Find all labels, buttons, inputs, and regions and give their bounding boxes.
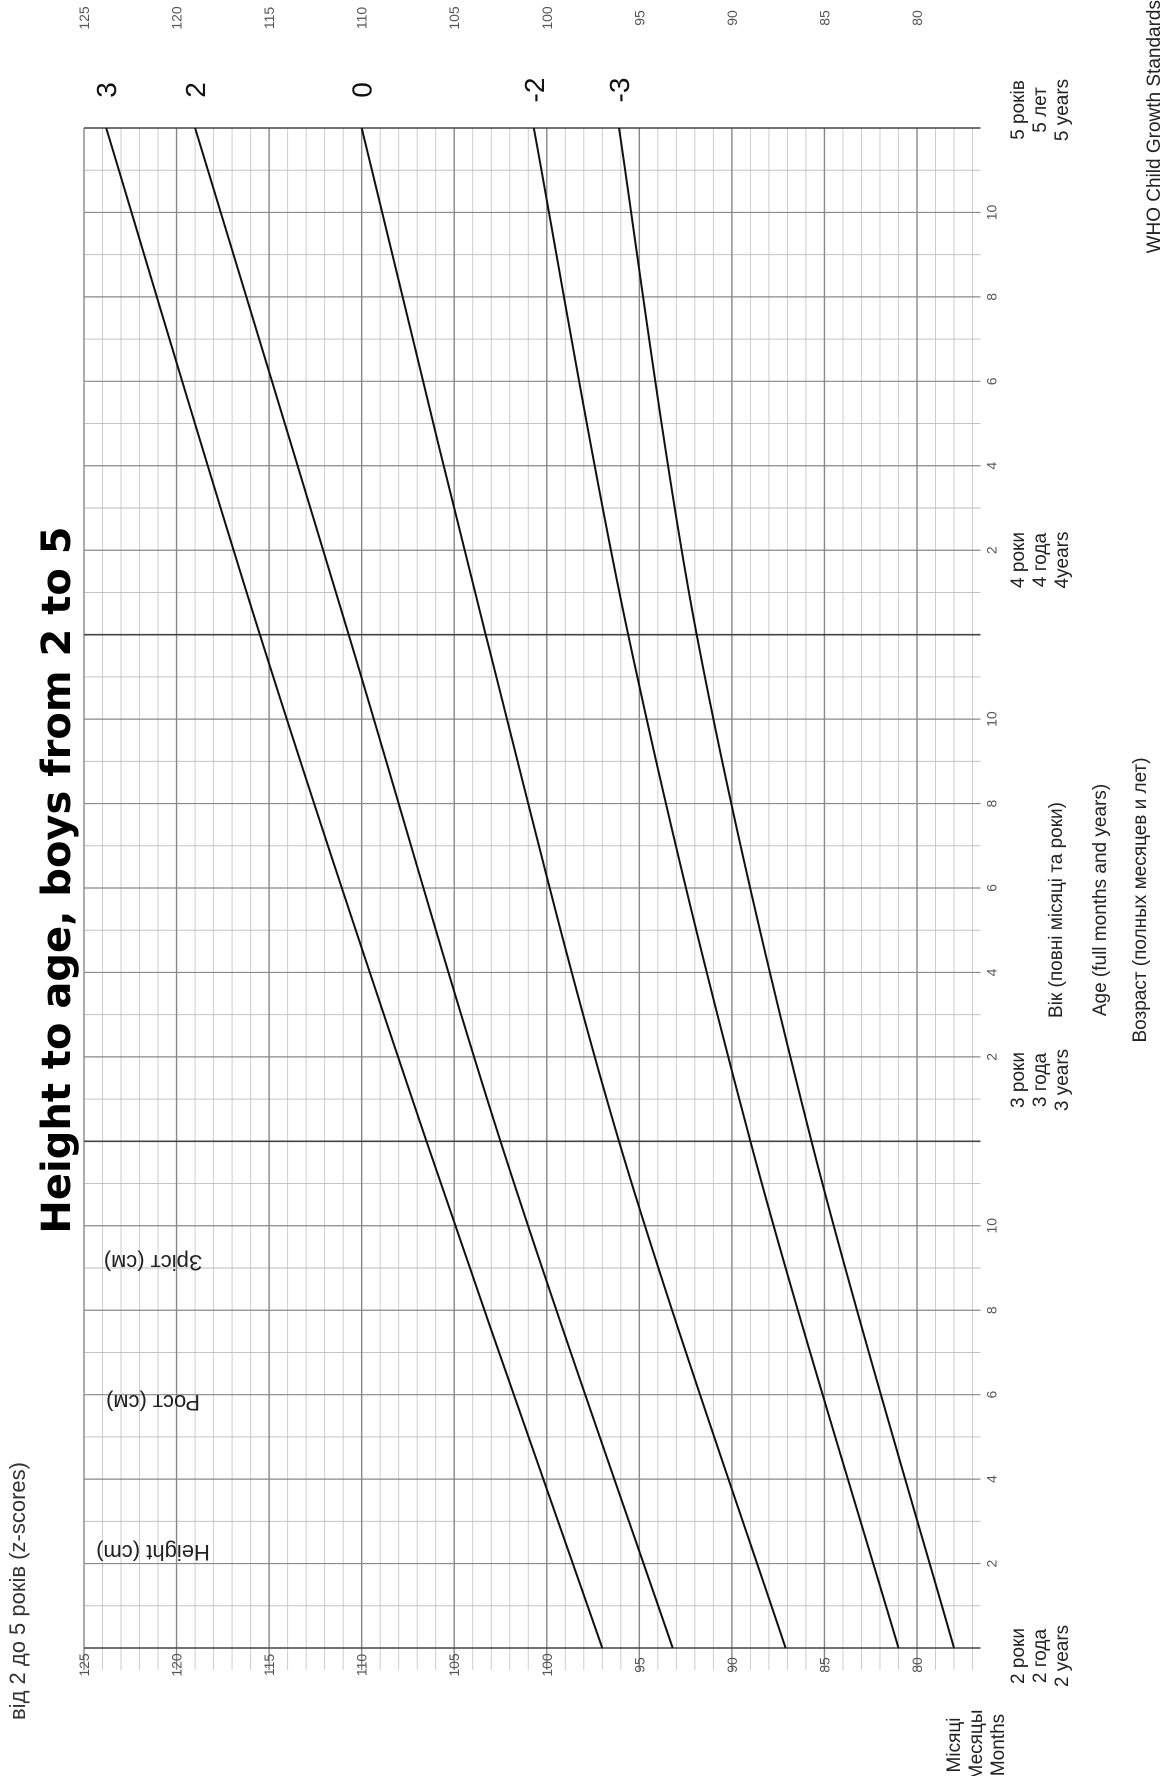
z-score-labels: 3 2 0 -2 -3 [91,78,635,103]
z-score-curve [532,127,900,1649]
z-score-curve [194,127,674,1649]
months-label-en: Months [988,1714,1009,1776]
y-tick-label: 80 [909,1657,925,1673]
y-tick-label: 90 [724,10,740,26]
year-label: 4 роки [1008,532,1029,588]
x-label-en: Age (full months and years) [1090,784,1111,1016]
month-tick-label: 6 [984,377,1000,385]
grid-minor [84,128,981,1670]
grid-major [83,127,981,1670]
z-score-curve [618,127,955,1649]
x-label-ru: Возраст (полных месяцев и лет) [1130,757,1151,1042]
year-label: 3 года [1030,1052,1051,1107]
z-score-curve [360,127,787,1649]
y-tick-labels-bottom: 80 85 90 95 100 105 110 115 120 125 [76,1653,925,1677]
y-tick-label: 120 [169,6,185,30]
y-tick-label: 115 [261,7,277,30]
y-tick-labels-top: 80 85 90 95 100 105 110 115 120 125 [76,6,925,30]
year-label: 3 years [1052,1049,1073,1111]
y-label-height: Height (cm) [96,1540,210,1565]
y-tick-label: 95 [631,1657,647,1673]
month-tick-label: 2 [984,1053,1000,1061]
y-tick-label: 100 [539,1653,555,1677]
y-tick-label: 115 [261,1654,277,1677]
y-tick-label: 100 [539,6,555,30]
month-tick-label: 6 [984,884,1000,892]
months-label-ru: Месяцы [966,1710,987,1776]
z-score-label: 3 [91,82,122,98]
month-tick-label: 10 [984,1218,1000,1234]
month-tick-label: 2 [984,1559,1000,1567]
y-tick-label: 110 [354,1654,370,1677]
month-tick-label: 4 [984,1475,1000,1483]
month-tick-label: 2 [984,546,1000,554]
y-tick-label: 125 [76,1653,92,1677]
month-tick-label: 4 [984,968,1000,976]
y-label-rost: Рост (см) [106,1390,200,1415]
year-labels: 2 роки 2 года 2 years 3 роки 3 года 3 years 4 … [1008,79,1073,1687]
year-label: 4 года [1030,532,1051,587]
year-label: 5 years [1052,79,1073,141]
y-tick-label: 90 [724,1657,740,1673]
z-score-label: 2 [180,82,211,98]
year-label: 2 года [1030,1628,1051,1683]
year-label: 5 років [1008,80,1029,140]
year-label: 2 years [1052,1625,1073,1687]
month-tick-label: 6 [984,1391,1000,1399]
y-tick-label: 85 [816,1657,832,1673]
y-tick-label: 125 [76,6,92,30]
z-score-curve [105,127,604,1649]
y-tick-label: 95 [631,10,647,26]
y-tick-label: 80 [909,10,925,26]
year-label: 5 лет [1030,87,1051,133]
chart-title: Height to age, boys from 2 to 5 [34,526,80,1233]
year-label: 2 роки [1008,1628,1029,1684]
year-label: 3 роки [1008,1052,1029,1108]
month-tick-label: 4 [984,462,1000,470]
z-score-curves [105,127,955,1649]
plot-area [83,127,981,1670]
y-tick-label: 120 [169,1653,185,1677]
z-score-label: -3 [604,78,635,103]
z-score-label: 0 [347,82,378,98]
y-tick-label: 105 [446,6,462,30]
source-text: WHO Child Growth Standards [1144,0,1165,253]
y-tick-label: 85 [816,10,832,26]
month-tick-labels: 2 4 6 8 10 2 4 6 8 10 2 4 6 8 10 [984,204,1000,1567]
z-score-label: -2 [519,78,550,103]
months-label-ua: Місяці [944,1718,965,1773]
month-tick-label: 10 [984,711,1000,727]
chart-cut-text: від 2 до 5 років (z-scores) [5,1462,30,1720]
y-tick-label: 105 [446,1653,462,1677]
y-tick-label: 110 [354,7,370,30]
month-tick-label: 8 [984,799,1000,807]
x-label-ua: Вік (повні місяці та роки) [1046,802,1067,1018]
y-label-zrist: Зріст (см) [104,1250,202,1275]
month-tick-label: 8 [984,1306,1000,1314]
month-tick-label: 8 [984,293,1000,301]
year-label: 4years [1052,531,1073,588]
month-tick-label: 10 [984,204,1000,220]
